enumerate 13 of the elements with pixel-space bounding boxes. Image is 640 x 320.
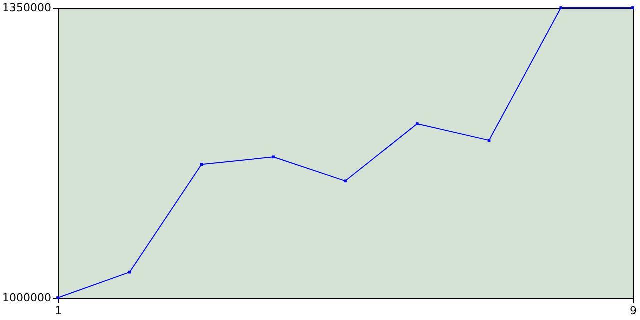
point xyxy=(560,6,563,10)
point xyxy=(272,156,276,159)
y-tick-label: 1000000 xyxy=(2,292,52,304)
point xyxy=(416,122,419,126)
point xyxy=(56,296,60,300)
x-tick-label: 1 xyxy=(55,304,62,318)
point xyxy=(128,270,132,274)
point xyxy=(344,180,347,183)
point xyxy=(200,163,204,166)
y-tick-label: 1350000 xyxy=(2,2,52,14)
line-series xyxy=(56,6,634,300)
x-tick-label: 9 xyxy=(630,304,637,318)
point xyxy=(488,139,491,142)
